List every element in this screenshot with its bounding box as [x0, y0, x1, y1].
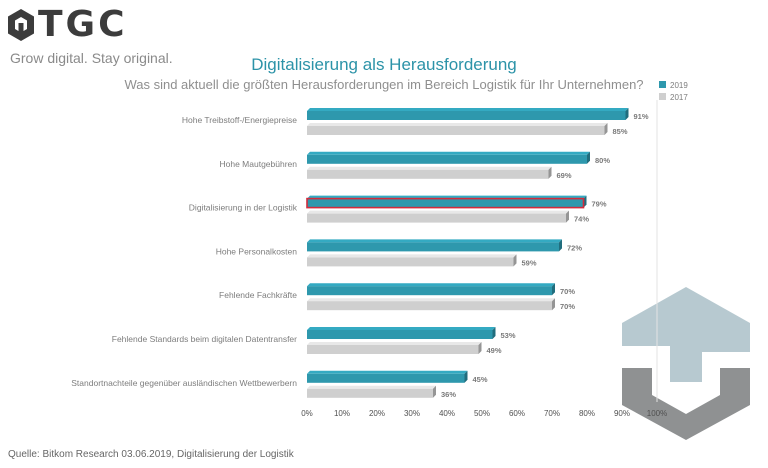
category-label: Fehlende Fachkräfte [219, 290, 297, 300]
bar-2017 [307, 126, 605, 135]
legend-label: 2017 [670, 93, 688, 102]
value-label: 91% [634, 112, 649, 121]
bar-2019 [307, 242, 559, 252]
bar-2019 [307, 286, 552, 296]
bar-2017 [307, 257, 514, 267]
hexagon-icon [8, 9, 34, 41]
bar-top-face [307, 151, 590, 155]
bar-top-face [307, 342, 482, 345]
bar-end-face [478, 342, 482, 354]
bar-top-face [307, 370, 468, 374]
x-tick-label: 70% [544, 409, 560, 418]
x-tick-label: 50% [474, 409, 490, 418]
value-label: 72% [567, 243, 582, 252]
bar-end-face [548, 166, 552, 179]
x-tick-label: 60% [509, 409, 525, 418]
x-tick-label: 20% [369, 409, 385, 418]
category-label: Hohe Mautgebühren [219, 159, 297, 169]
bar-end-face [552, 298, 555, 311]
value-label: 69% [557, 171, 572, 180]
bar-end-face [433, 385, 436, 398]
bar-2017 [307, 169, 549, 179]
category-label: Fehlende Standards beim digitalen Datent… [112, 334, 297, 344]
bar-top-face [307, 385, 436, 389]
value-label: 85% [613, 127, 628, 136]
bar-2019 [307, 373, 465, 383]
bar-2017 [307, 301, 552, 311]
bar-2019-highlighted [306, 197, 585, 209]
chart-subtitle: Was sind aktuell die größten Herausforde… [124, 77, 644, 92]
value-label: 53% [501, 331, 516, 340]
x-tick-label: 0% [301, 409, 313, 418]
bar-top-face [307, 283, 555, 287]
category-label: Hohe Treibstoff-/Energiepreise [182, 115, 297, 125]
bar-top-face [307, 108, 629, 111]
value-label: 36% [441, 390, 456, 399]
bar-end-face [587, 151, 590, 164]
bar-2017 [307, 213, 566, 223]
value-label: 49% [487, 346, 502, 355]
bar-top-face [307, 166, 552, 170]
x-tick-label: 100% [647, 409, 667, 418]
bar-end-face [492, 327, 496, 339]
value-label: 80% [595, 156, 610, 165]
value-label: 79% [592, 200, 607, 209]
category-label: Standortnachteile gegenüber ausländische… [71, 378, 297, 388]
source-note: Quelle: Bitkom Research 03.06.2019, Digi… [8, 449, 294, 460]
bar-top-face [307, 123, 608, 126]
x-tick-label: 30% [404, 409, 420, 418]
value-label: 74% [574, 215, 589, 224]
legend-swatch-2017 [659, 93, 666, 100]
value-label: 70% [560, 287, 575, 296]
legend-label: 2019 [670, 81, 688, 90]
bar-2019 [307, 111, 626, 120]
bar-top-face [307, 239, 562, 243]
bar-top-face [307, 254, 517, 258]
bar-2017 [307, 345, 479, 354]
x-tick-label: 40% [439, 409, 455, 418]
bar-2017 [307, 388, 433, 398]
category-label: Digitalisierung in der Logistik [189, 203, 298, 213]
category-label: Hohe Personalkosten [216, 246, 298, 256]
tgc-logo: TGC Grow digital. Stay original. [6, 4, 173, 66]
chart-title: Digitalisierung als Herausforderung [251, 55, 517, 74]
bar-2019 [307, 330, 493, 339]
value-label: 59% [522, 258, 537, 267]
bar-top-face [307, 210, 569, 214]
legend-swatch-2019 [659, 81, 666, 88]
bar-end-face [559, 239, 562, 252]
x-tick-label: 90% [614, 409, 630, 418]
bar-end-face [604, 123, 608, 135]
bar-end-face [513, 254, 517, 267]
bar-top-face [307, 298, 555, 302]
x-tick-label: 80% [579, 409, 595, 418]
bar-end-face [464, 370, 468, 383]
bar-top-face [307, 327, 496, 330]
value-label: 70% [560, 302, 575, 311]
x-tick-label: 10% [334, 409, 350, 418]
bar-end-face [566, 210, 569, 223]
value-label: 45% [473, 375, 488, 384]
tagline: Grow digital. Stay original. [10, 50, 173, 66]
bar-end-face [552, 283, 555, 296]
logo-text: TGC [38, 4, 128, 45]
bar-2019 [307, 154, 587, 164]
bar-end-face [625, 108, 629, 120]
